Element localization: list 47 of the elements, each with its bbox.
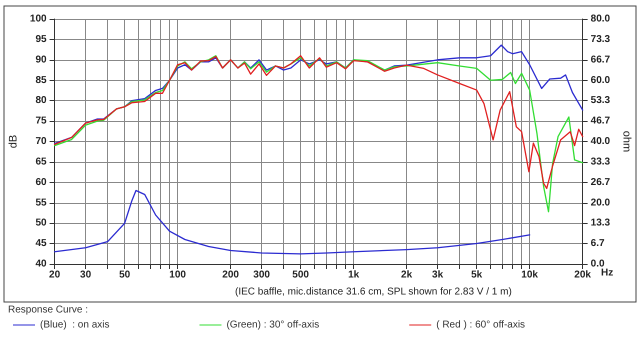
y2-tick-label: 60.0 [590,74,611,86]
x-tick-label: 20k [574,270,592,280]
x-tick-label: 3k [432,270,444,280]
y-tick-label: 45 [35,238,48,250]
y2-tick-label: 40.0 [590,136,611,147]
y2-tick-label: 33.3 [590,156,611,168]
x-axis-title: Hz [601,268,614,278]
x-tick-label: 2k [401,270,413,280]
y2-tick-label: 6.7 [590,238,605,250]
x-tick-label: 100 [169,270,186,280]
x-tick-label: 10k [521,270,538,280]
y-tick-label: 60 [35,176,48,188]
y-tick-label: 75 [35,116,48,127]
y2-tick-label: 73.3 [590,34,611,45]
y2-tick-label: 53.3 [590,95,611,106]
legend-label: (Green) : 30° off-axis [226,320,320,330]
x-tick-label: 50 [119,270,131,280]
y-tick-label: 65 [35,156,48,168]
y2-tick-label: 26.7 [590,176,611,188]
y2-tick-label: 46.7 [590,116,611,127]
legend-title: Response Curve : [8,304,88,316]
x-tick-label: 1k [348,270,360,280]
y-tick-label: 50 [35,218,48,229]
x-tick-label: 200 [222,270,240,280]
y2-tick-label: 0.0 [590,258,605,270]
legend-label: ( Red ) : 60° off-axis [436,320,526,330]
y-tick-label: 70 [35,136,48,147]
y2-axis-title: ohm [620,130,632,152]
y-tick-label: 95 [35,34,48,45]
y-tick-label: 40 [35,258,48,270]
y2-tick-label: 80.0 [590,14,611,24]
y2-tick-label: 20.0 [590,197,611,208]
x-tick-label: 30 [80,270,92,280]
y-tick-label: 100 [30,14,48,24]
y-tick-label: 80 [35,95,48,106]
text: (IEC baffle, mic.distance 31.6 cm, SPL shown for 2.83 V / 1 m) [235,286,512,298]
y-tick-label: 85 [35,74,48,86]
x-tick-label: 5k [471,270,483,280]
y-tick-label: 90 [35,54,48,66]
y-tick-label: 55 [35,197,48,208]
x-tick-label: 300 [253,270,270,280]
y2-tick-label: 66.7 [590,54,611,66]
legend-label: (Blue) : on axis [40,320,110,330]
y2-tick-label: 13.3 [590,218,611,229]
y-axis-title: dB [8,134,20,148]
x-tick-label: 20 [49,270,61,280]
x-tick-label: 500 [292,270,310,280]
